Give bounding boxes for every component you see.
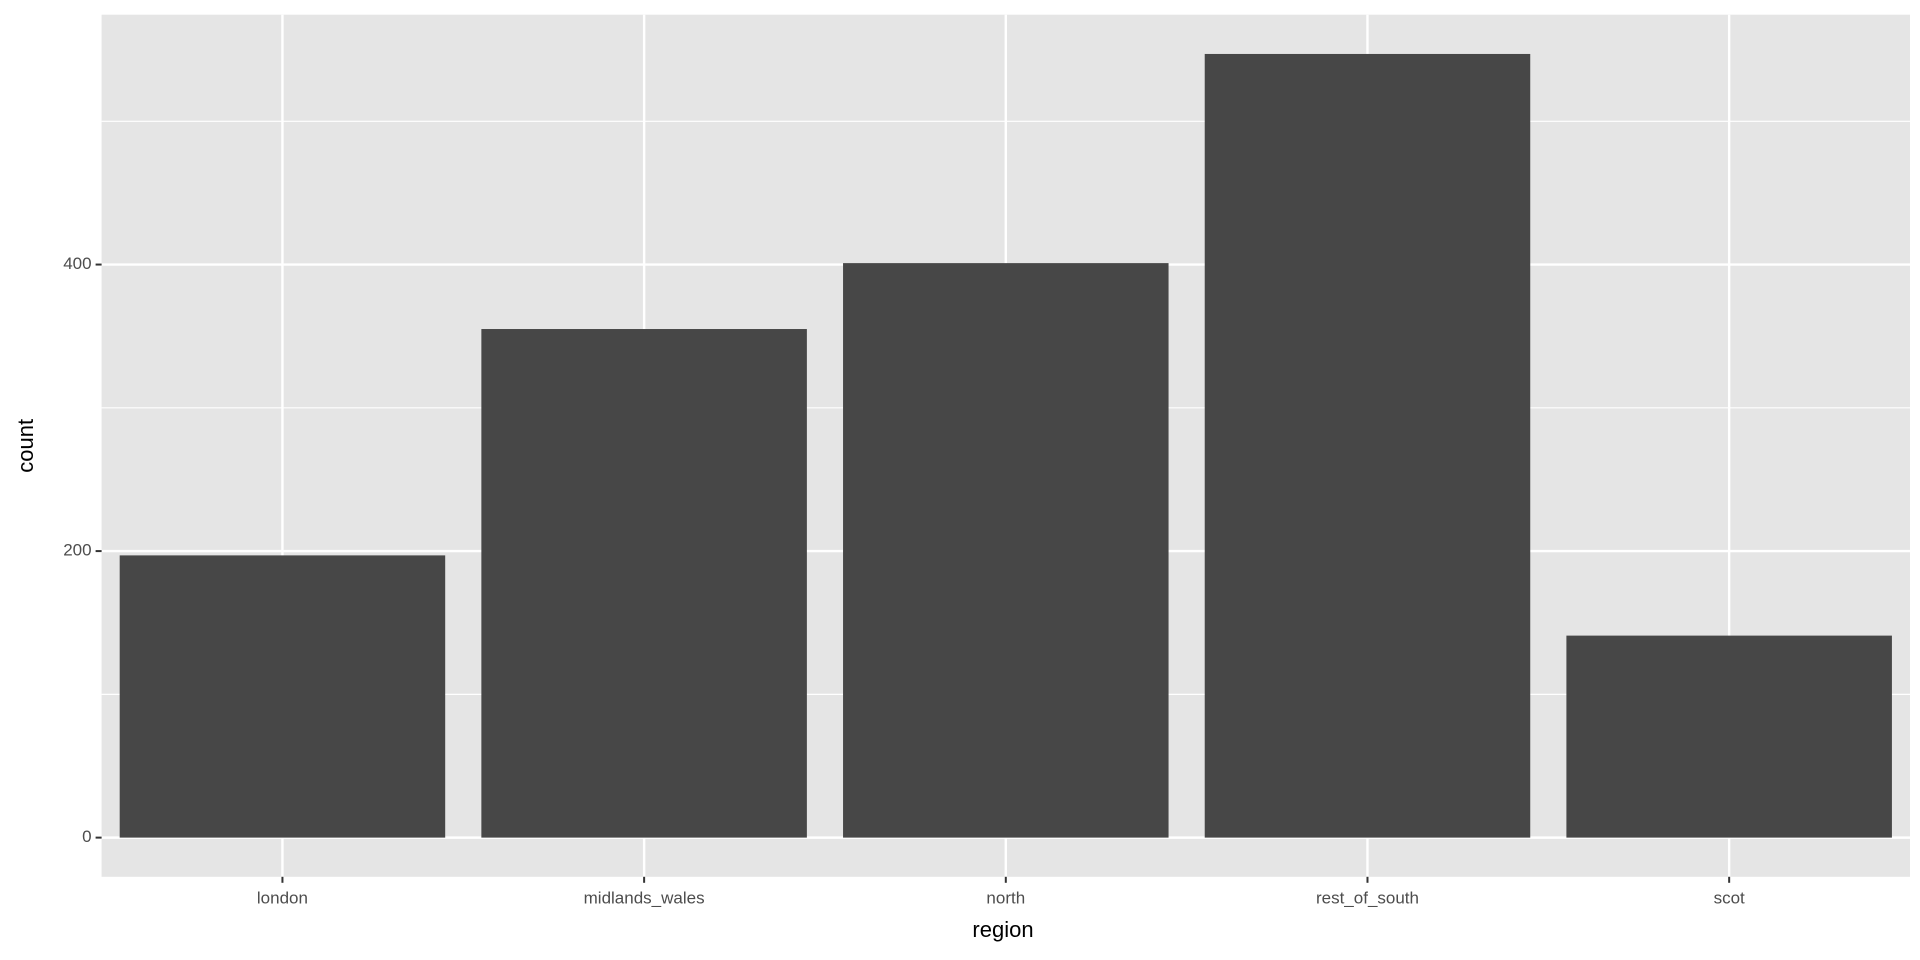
- y-tick-label: 400: [63, 254, 91, 273]
- y-axis-title: count: [13, 419, 38, 473]
- x-tick-label: london: [257, 888, 308, 907]
- x-tick-label: midlands_wales: [584, 888, 705, 907]
- bar: [843, 263, 1169, 838]
- x-tick-label: north: [986, 888, 1025, 907]
- bar: [1204, 53, 1531, 838]
- bar: [1566, 635, 1892, 838]
- bar: [481, 329, 807, 838]
- x-axis-title: region: [972, 917, 1033, 942]
- y-tick-label: 200: [63, 541, 91, 560]
- y-tick-label: 0: [82, 827, 91, 846]
- x-tick-label: scot: [1714, 888, 1745, 907]
- bar: [119, 555, 446, 838]
- x-tick-label: rest_of_south: [1316, 888, 1419, 907]
